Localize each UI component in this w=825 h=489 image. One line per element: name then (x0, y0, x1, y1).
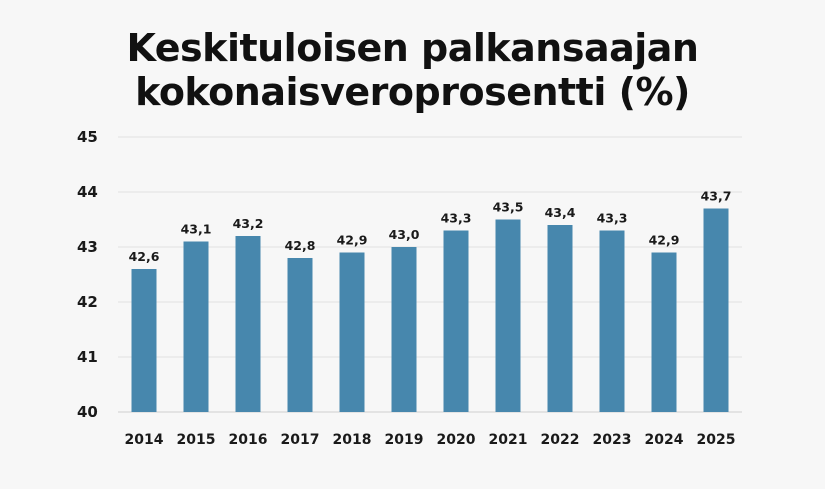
chart-title-line-2: kokonaisveroprosentti (%) (135, 70, 690, 114)
x-tick-label: 2022 (541, 432, 580, 448)
data-label: 42,9 (337, 233, 368, 248)
bar (183, 241, 209, 412)
bar (599, 230, 625, 412)
y-tick-label: 42 (77, 293, 98, 311)
data-label: 43,5 (493, 200, 524, 215)
data-label: 43,4 (545, 205, 576, 220)
bar (651, 252, 677, 412)
bar (703, 208, 729, 412)
x-tick-label: 2015 (177, 432, 216, 448)
data-label: 43,3 (597, 211, 628, 226)
x-tick-label: 2020 (437, 432, 476, 448)
data-label: 43,2 (233, 216, 264, 231)
data-label: 42,9 (649, 233, 680, 248)
x-tick-label: 2023 (593, 432, 632, 448)
bar (495, 219, 521, 412)
chart-title-line-1: Keskituloisen palkansaajan (126, 26, 699, 70)
chart-title: Keskituloisen palkansaajan kokonaisverop… (0, 26, 825, 114)
data-label: 42,8 (285, 238, 316, 253)
data-label: 43,3 (441, 211, 472, 226)
bar (131, 269, 157, 412)
bar (547, 225, 573, 412)
data-label: 42,6 (129, 249, 160, 264)
x-tick-label: 2017 (281, 432, 320, 448)
x-tick-label: 2014 (125, 432, 164, 448)
bar (287, 258, 313, 412)
bar (339, 252, 365, 412)
x-tick-label: 2019 (385, 432, 424, 448)
x-tick-label: 2016 (229, 432, 268, 448)
x-tick-label: 2021 (489, 432, 528, 448)
x-tick-label: 2018 (333, 432, 372, 448)
y-tick-label: 45 (77, 128, 98, 146)
data-label: 43,1 (181, 222, 212, 237)
data-label: 43,7 (701, 189, 732, 204)
data-label: 43,0 (389, 227, 420, 242)
bar (443, 230, 469, 412)
y-tick-label: 40 (77, 403, 98, 421)
bar (235, 236, 261, 412)
y-tick-label: 44 (77, 183, 98, 201)
x-tick-label: 2024 (645, 432, 684, 448)
bar (391, 247, 417, 412)
y-tick-label: 41 (77, 348, 98, 366)
x-tick-label: 2025 (697, 432, 736, 448)
y-tick-label: 43 (77, 238, 98, 256)
